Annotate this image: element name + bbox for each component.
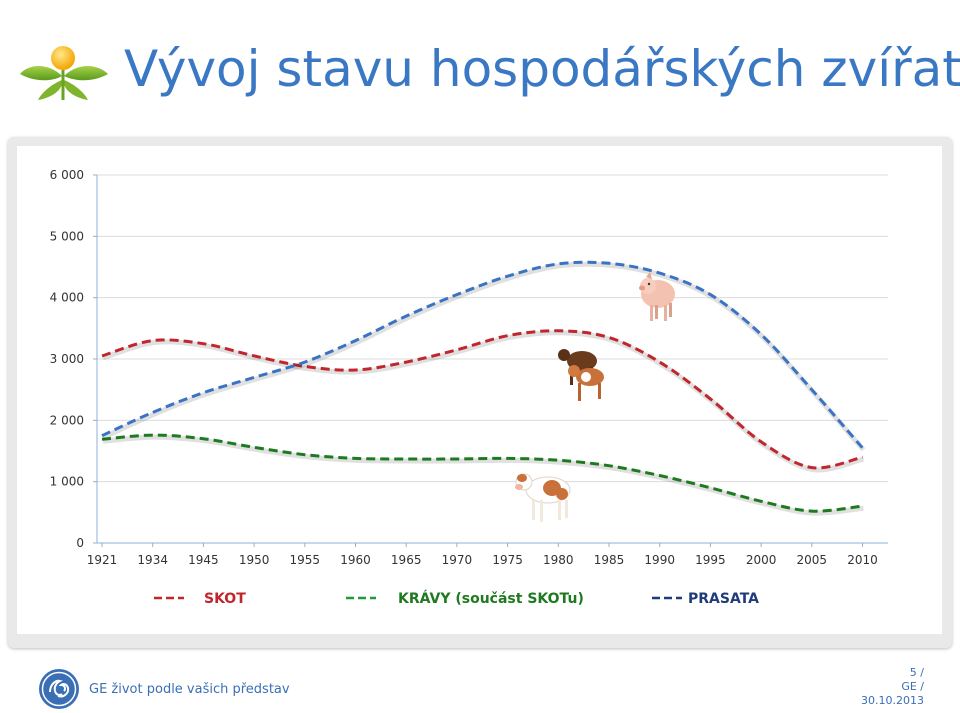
ge-slogan: GE život podle vašich představ	[89, 682, 290, 697]
pig-icon	[639, 272, 675, 321]
y-tick-label: 0	[76, 536, 84, 550]
x-tick-label: 2010	[847, 553, 878, 567]
y-tick-label: 5 000	[50, 229, 84, 243]
legend-label-kravy: KRÁVY (součást SKOTu)	[398, 590, 584, 607]
calves-icon	[558, 349, 604, 401]
x-tick-label: 2005	[797, 553, 828, 567]
x-tick-label: 1985	[594, 553, 625, 567]
series-shadow-skot	[102, 330, 865, 473]
series-line-kravy	[101, 433, 863, 513]
company-name: GE /	[901, 680, 924, 693]
sun-plant-logo-icon	[20, 46, 108, 100]
x-tick-label: 1955	[290, 553, 321, 567]
footer-date: 30.10.2013	[861, 694, 924, 707]
x-tick-label: 2000	[746, 553, 777, 567]
y-tick-label: 1 000	[50, 475, 84, 489]
x-tick-label: 1950	[239, 553, 270, 567]
legend-label-skot: SKOT	[204, 591, 246, 607]
y-tick-label: 3 000	[50, 352, 84, 366]
legend-label-prasata: PRASATA	[688, 591, 759, 607]
series-line-skot	[101, 329, 863, 470]
x-tick-label: 1965	[391, 553, 422, 567]
ge-logo-icon	[39, 669, 79, 709]
page-number: 5 /	[909, 666, 924, 679]
footer-meta: 5 / GE / 30.10.2013	[861, 666, 924, 708]
y-tick-label: 2 000	[50, 413, 84, 427]
series-shadow-kravy	[102, 434, 864, 516]
x-tick-label: 1960	[340, 553, 371, 567]
series-line-prasata	[101, 260, 864, 449]
cow-icon	[515, 473, 571, 522]
y-tick-label: 6 000	[50, 168, 84, 182]
page-title: Vývoj stavu hospodářských zvířat	[124, 40, 960, 98]
x-tick-label: 1980	[543, 553, 574, 567]
x-tick-label: 1921	[87, 553, 118, 567]
y-tick-label: 4 000	[50, 291, 84, 305]
x-tick-label: 1970	[442, 553, 473, 567]
series-shadow-prasata	[101, 261, 866, 452]
x-tick-label: 1990	[644, 553, 675, 567]
x-tick-label: 1995	[695, 553, 726, 567]
legend: SKOT KRÁVY (součást SKOTu) PRASATA	[154, 590, 759, 607]
x-tick-label: 1975	[492, 553, 523, 567]
x-tick-label: 1945	[188, 553, 219, 567]
x-tick-label: 1934	[137, 553, 168, 567]
chart-panel	[17, 146, 942, 634]
